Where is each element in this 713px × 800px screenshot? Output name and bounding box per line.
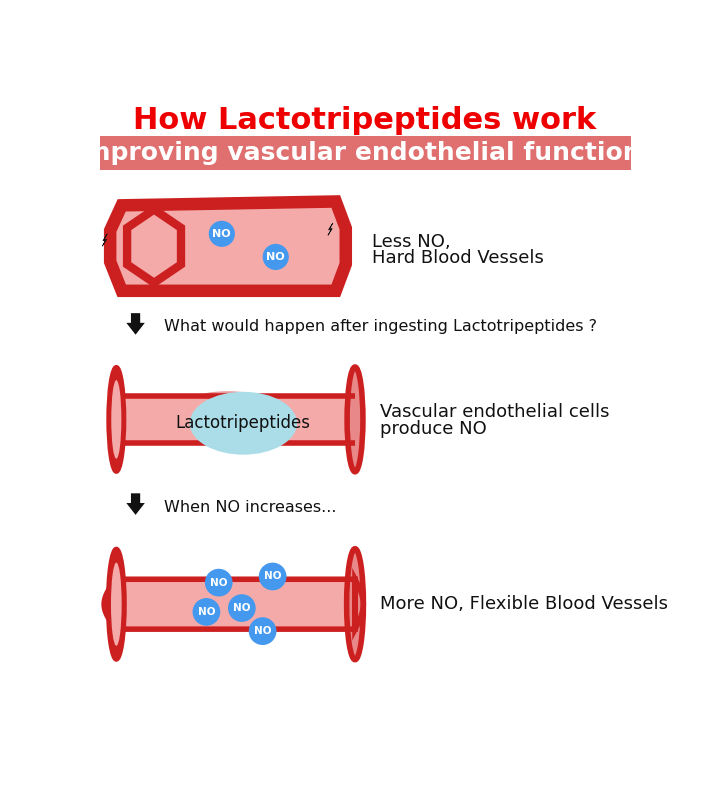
Ellipse shape — [108, 549, 125, 660]
Text: More NO, Flexible Blood Vessels: More NO, Flexible Blood Vessels — [379, 595, 667, 613]
Text: NO: NO — [233, 603, 250, 613]
Text: NO: NO — [264, 571, 282, 582]
Polygon shape — [328, 223, 333, 235]
Text: NO: NO — [212, 229, 231, 239]
FancyBboxPatch shape — [100, 136, 631, 170]
Circle shape — [209, 221, 235, 247]
Text: When NO increases...: When NO increases... — [164, 500, 337, 514]
Ellipse shape — [190, 392, 297, 454]
Text: Hard Blood Vessels: Hard Blood Vessels — [372, 249, 544, 266]
Text: Lactotripeptides: Lactotripeptides — [176, 414, 311, 432]
Circle shape — [205, 569, 232, 597]
Text: What would happen after ingesting Lactotripeptides ?: What would happen after ingesting Lactot… — [164, 319, 597, 334]
Text: NO: NO — [254, 626, 272, 636]
Text: How Lactotripeptides work: How Lactotripeptides work — [133, 106, 597, 135]
Text: Vascular endothelial cells: Vascular endothelial cells — [379, 402, 609, 421]
Circle shape — [228, 594, 256, 622]
Polygon shape — [110, 202, 346, 291]
Polygon shape — [104, 579, 364, 629]
Text: NO: NO — [198, 607, 215, 617]
Ellipse shape — [108, 367, 124, 472]
Circle shape — [249, 618, 277, 645]
Polygon shape — [116, 396, 355, 443]
Ellipse shape — [111, 380, 121, 458]
Polygon shape — [127, 210, 181, 282]
Ellipse shape — [347, 549, 364, 660]
Circle shape — [262, 244, 289, 270]
Circle shape — [259, 562, 287, 590]
Polygon shape — [102, 234, 107, 246]
Polygon shape — [126, 313, 145, 334]
Ellipse shape — [201, 391, 255, 401]
Text: produce NO: produce NO — [379, 420, 486, 438]
Ellipse shape — [111, 562, 122, 646]
Polygon shape — [126, 494, 145, 515]
Text: Less NO,: Less NO, — [372, 234, 451, 251]
Text: NO: NO — [210, 578, 227, 588]
Ellipse shape — [347, 367, 363, 472]
Text: Improving vascular endothelial functions: Improving vascular endothelial functions — [75, 141, 655, 165]
Circle shape — [193, 598, 220, 626]
Text: NO: NO — [267, 252, 285, 262]
